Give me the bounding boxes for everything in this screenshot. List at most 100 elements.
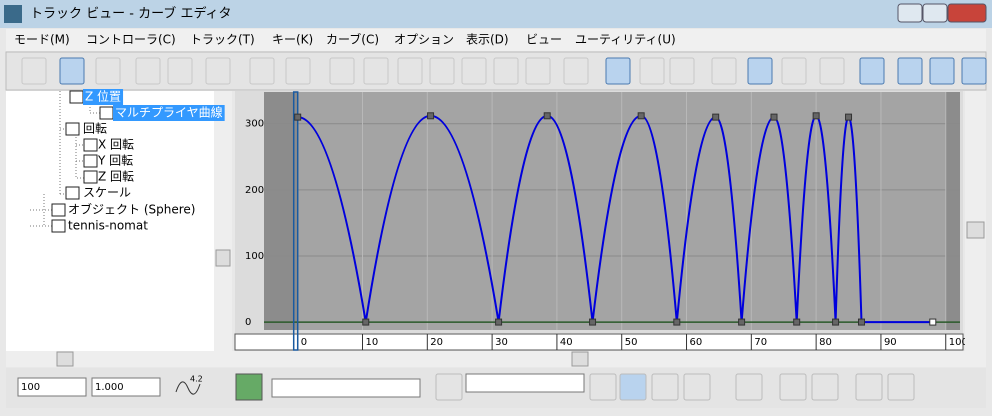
tool-button[interactable] [135, 57, 161, 85]
curve-icon[interactable] [175, 381, 201, 395]
tool-button[interactable] [887, 373, 915, 401]
tool-button[interactable] [563, 57, 589, 85]
tool-button[interactable] [811, 373, 839, 401]
keyframe[interactable] [362, 318, 370, 326]
menu-item[interactable]: キー(K) [272, 33, 313, 47]
tree-selection[interactable] [83, 89, 124, 105]
tree-scrollbar[interactable] [214, 91, 232, 351]
keyframe[interactable] [812, 112, 820, 120]
keyframe[interactable] [832, 318, 840, 326]
close-button[interactable] [947, 3, 987, 23]
frame-field[interactable] [17, 377, 87, 397]
tool-button[interactable] [525, 57, 551, 85]
tool-button[interactable] [249, 57, 275, 85]
keyframe[interactable] [294, 113, 302, 121]
tree-label[interactable]: マルチプライヤ曲線 [115, 105, 223, 120]
tree-h-thumb[interactable] [56, 351, 74, 367]
tool-button[interactable] [735, 373, 763, 401]
tool-button[interactable] [651, 373, 679, 401]
keyframe[interactable] [770, 113, 778, 121]
keyframe[interactable] [589, 318, 597, 326]
time-slider[interactable] [292, 91, 299, 351]
tree-label[interactable]: オブジェクト (Sphere) [68, 202, 195, 217]
tool-button[interactable] [859, 57, 885, 85]
tool-button[interactable] [59, 57, 85, 85]
menu-item[interactable]: トラック(T) [190, 33, 255, 47]
tool-button[interactable] [589, 373, 617, 401]
tree-selection[interactable] [113, 105, 225, 121]
tool-button[interactable] [95, 57, 121, 85]
keyframe[interactable] [712, 113, 720, 121]
tool-button[interactable] [711, 57, 737, 85]
tree-label[interactable]: Z 回転 [98, 170, 134, 184]
maximize-button[interactable] [922, 3, 948, 23]
tool-button[interactable] [429, 57, 455, 85]
frame-value: 100 [21, 382, 40, 393]
tool-button[interactable] [167, 57, 193, 85]
keyframe[interactable] [495, 318, 503, 326]
keyframe[interactable] [673, 318, 681, 326]
tool-button[interactable] [205, 57, 231, 85]
keyframe[interactable] [738, 318, 746, 326]
keyframe[interactable] [929, 318, 937, 326]
keyframe[interactable] [543, 112, 551, 120]
keyframe[interactable] [427, 112, 435, 120]
tool-button[interactable] [779, 373, 807, 401]
tool-button[interactable] [363, 57, 389, 85]
tree-label[interactable]: Y 回転 [97, 154, 133, 168]
tool-button[interactable] [897, 57, 923, 85]
tree-label[interactable]: スケール [83, 186, 131, 200]
menu-item[interactable]: ユーティリティ(U) [575, 33, 676, 47]
tool-button[interactable] [285, 57, 311, 85]
tree-label[interactable]: tennis-nomat [68, 219, 148, 233]
tool-button[interactable] [639, 57, 665, 85]
minimize-button[interactable] [897, 3, 923, 23]
tool-button[interactable] [669, 57, 695, 85]
filter-dropdown[interactable] [465, 373, 585, 393]
tool-button[interactable] [747, 57, 773, 85]
tool-button[interactable] [929, 57, 955, 85]
menu-item[interactable]: 表示(D) [466, 33, 509, 47]
tool-button[interactable] [619, 373, 647, 401]
keyframe[interactable] [857, 318, 865, 326]
tool-button[interactable] [329, 57, 355, 85]
icon-label: 4.2 [190, 375, 203, 384]
tool-button[interactable] [461, 57, 487, 85]
keyframe[interactable] [845, 113, 853, 121]
tool-button[interactable] [855, 373, 883, 401]
tree-scroll-thumb[interactable] [215, 249, 231, 267]
tool-button[interactable] [435, 373, 463, 401]
app-icon [4, 5, 22, 23]
value-field[interactable] [91, 377, 161, 397]
tool-button[interactable] [21, 57, 47, 85]
h-scrollbar[interactable] [6, 351, 986, 367]
menu-item[interactable]: ビュー [526, 33, 562, 47]
tool-button[interactable] [781, 57, 807, 85]
zoom-object[interactable] [235, 373, 263, 401]
tool-button[interactable] [397, 57, 423, 85]
menu-item[interactable]: コントローラ(C) [86, 33, 176, 47]
curve [297, 114, 933, 324]
tool-button[interactable] [819, 57, 845, 85]
graph-scrollbar[interactable] [965, 91, 986, 351]
tree-label[interactable]: X 回転 [98, 138, 134, 152]
tree-icon [51, 203, 66, 217]
x-tick-label: 50 [625, 337, 638, 348]
tool-button[interactable] [493, 57, 519, 85]
keyframe[interactable] [793, 318, 801, 326]
menu-item[interactable]: カーブ(C) [326, 32, 379, 47]
x-tick-label: 20 [430, 337, 443, 348]
graph-h-thumb[interactable] [571, 351, 589, 367]
tree-label[interactable]: Z 位置 [85, 89, 121, 104]
tree-label[interactable]: 回転 [83, 122, 107, 136]
tool-button[interactable] [683, 373, 711, 401]
keyframe[interactable] [637, 112, 645, 120]
menu-item[interactable]: モード(M) [14, 33, 70, 47]
tool-button[interactable] [605, 57, 631, 85]
name-field[interactable] [271, 378, 421, 398]
graph-scroll-thumb[interactable] [966, 221, 985, 239]
tool-button[interactable] [961, 57, 987, 85]
menu-item[interactable]: オプション [394, 33, 454, 47]
tree-icon [69, 90, 84, 104]
